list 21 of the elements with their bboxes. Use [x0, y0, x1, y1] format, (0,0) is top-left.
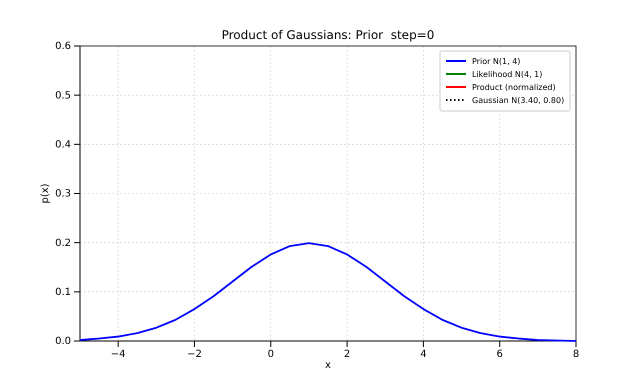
- x-tick-label: 0: [268, 349, 274, 360]
- legend-label: Product (normalized): [472, 83, 556, 92]
- y-axis-title: p(x): [40, 183, 51, 204]
- legend-label: Prior N(1, 4): [472, 57, 520, 66]
- x-tick-label: −4: [110, 349, 126, 360]
- x-tick-label: 8: [572, 349, 580, 360]
- y-tick-label: 0.4: [55, 140, 71, 151]
- legend-label: Gaussian N(3.40, 0.80): [472, 96, 564, 105]
- y-tick-label: 0.3: [55, 188, 71, 200]
- chart-title: Product of Gaussians: Prior step=0: [222, 28, 434, 42]
- x-tick-label: −2: [187, 349, 202, 360]
- x-axis-title: x: [325, 360, 332, 371]
- y-tick-label: 0.2: [55, 238, 71, 249]
- y-tick-label: 0.5: [55, 90, 71, 102]
- y-tick-label: 0.0: [55, 336, 71, 348]
- x-tick-label: 6: [496, 349, 503, 360]
- x-tick-label: 4: [420, 349, 427, 360]
- legend-label: Likelihood N(4, 1): [472, 70, 542, 79]
- x-tick-label: 2: [344, 349, 350, 360]
- y-tick-label: 0.6: [55, 41, 71, 52]
- y-tick-label: 0.1: [55, 287, 71, 298]
